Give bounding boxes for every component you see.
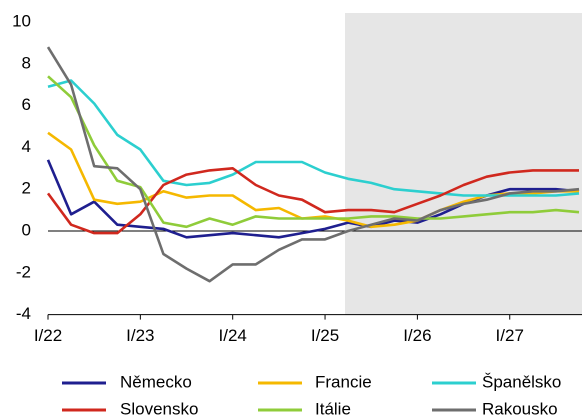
legend-label: Itálie: [315, 399, 351, 418]
y-tick-label: -2: [16, 262, 31, 281]
x-tick-label: I/25: [311, 326, 339, 345]
legend-label: Rakousko: [482, 399, 558, 418]
y-tick-label: 6: [22, 95, 31, 114]
x-tick-label: I/26: [403, 326, 431, 345]
y-tick-label: -4: [16, 304, 31, 323]
y-tick-label: 0: [22, 220, 31, 239]
forecast-area: [345, 13, 582, 315]
legend-label: Francie: [315, 372, 372, 391]
y-tick-label: 2: [22, 179, 31, 198]
series-line: [46, 46, 580, 283]
legend-label: Slovensko: [120, 399, 198, 418]
x-tick-label: I/22: [34, 326, 62, 345]
y-tick-label: 8: [22, 53, 31, 72]
y-tick-label: 4: [22, 137, 31, 156]
series-line: [47, 79, 580, 197]
x-tick-label: I/23: [126, 326, 154, 345]
series-line: [46, 167, 579, 235]
legend-label: Německo: [120, 372, 192, 391]
legend-label: Španělsko: [482, 372, 561, 391]
x-tick-label: I/24: [219, 326, 247, 345]
y-tick-label: 10: [12, 11, 31, 30]
x-tick-label: I/27: [496, 326, 524, 345]
